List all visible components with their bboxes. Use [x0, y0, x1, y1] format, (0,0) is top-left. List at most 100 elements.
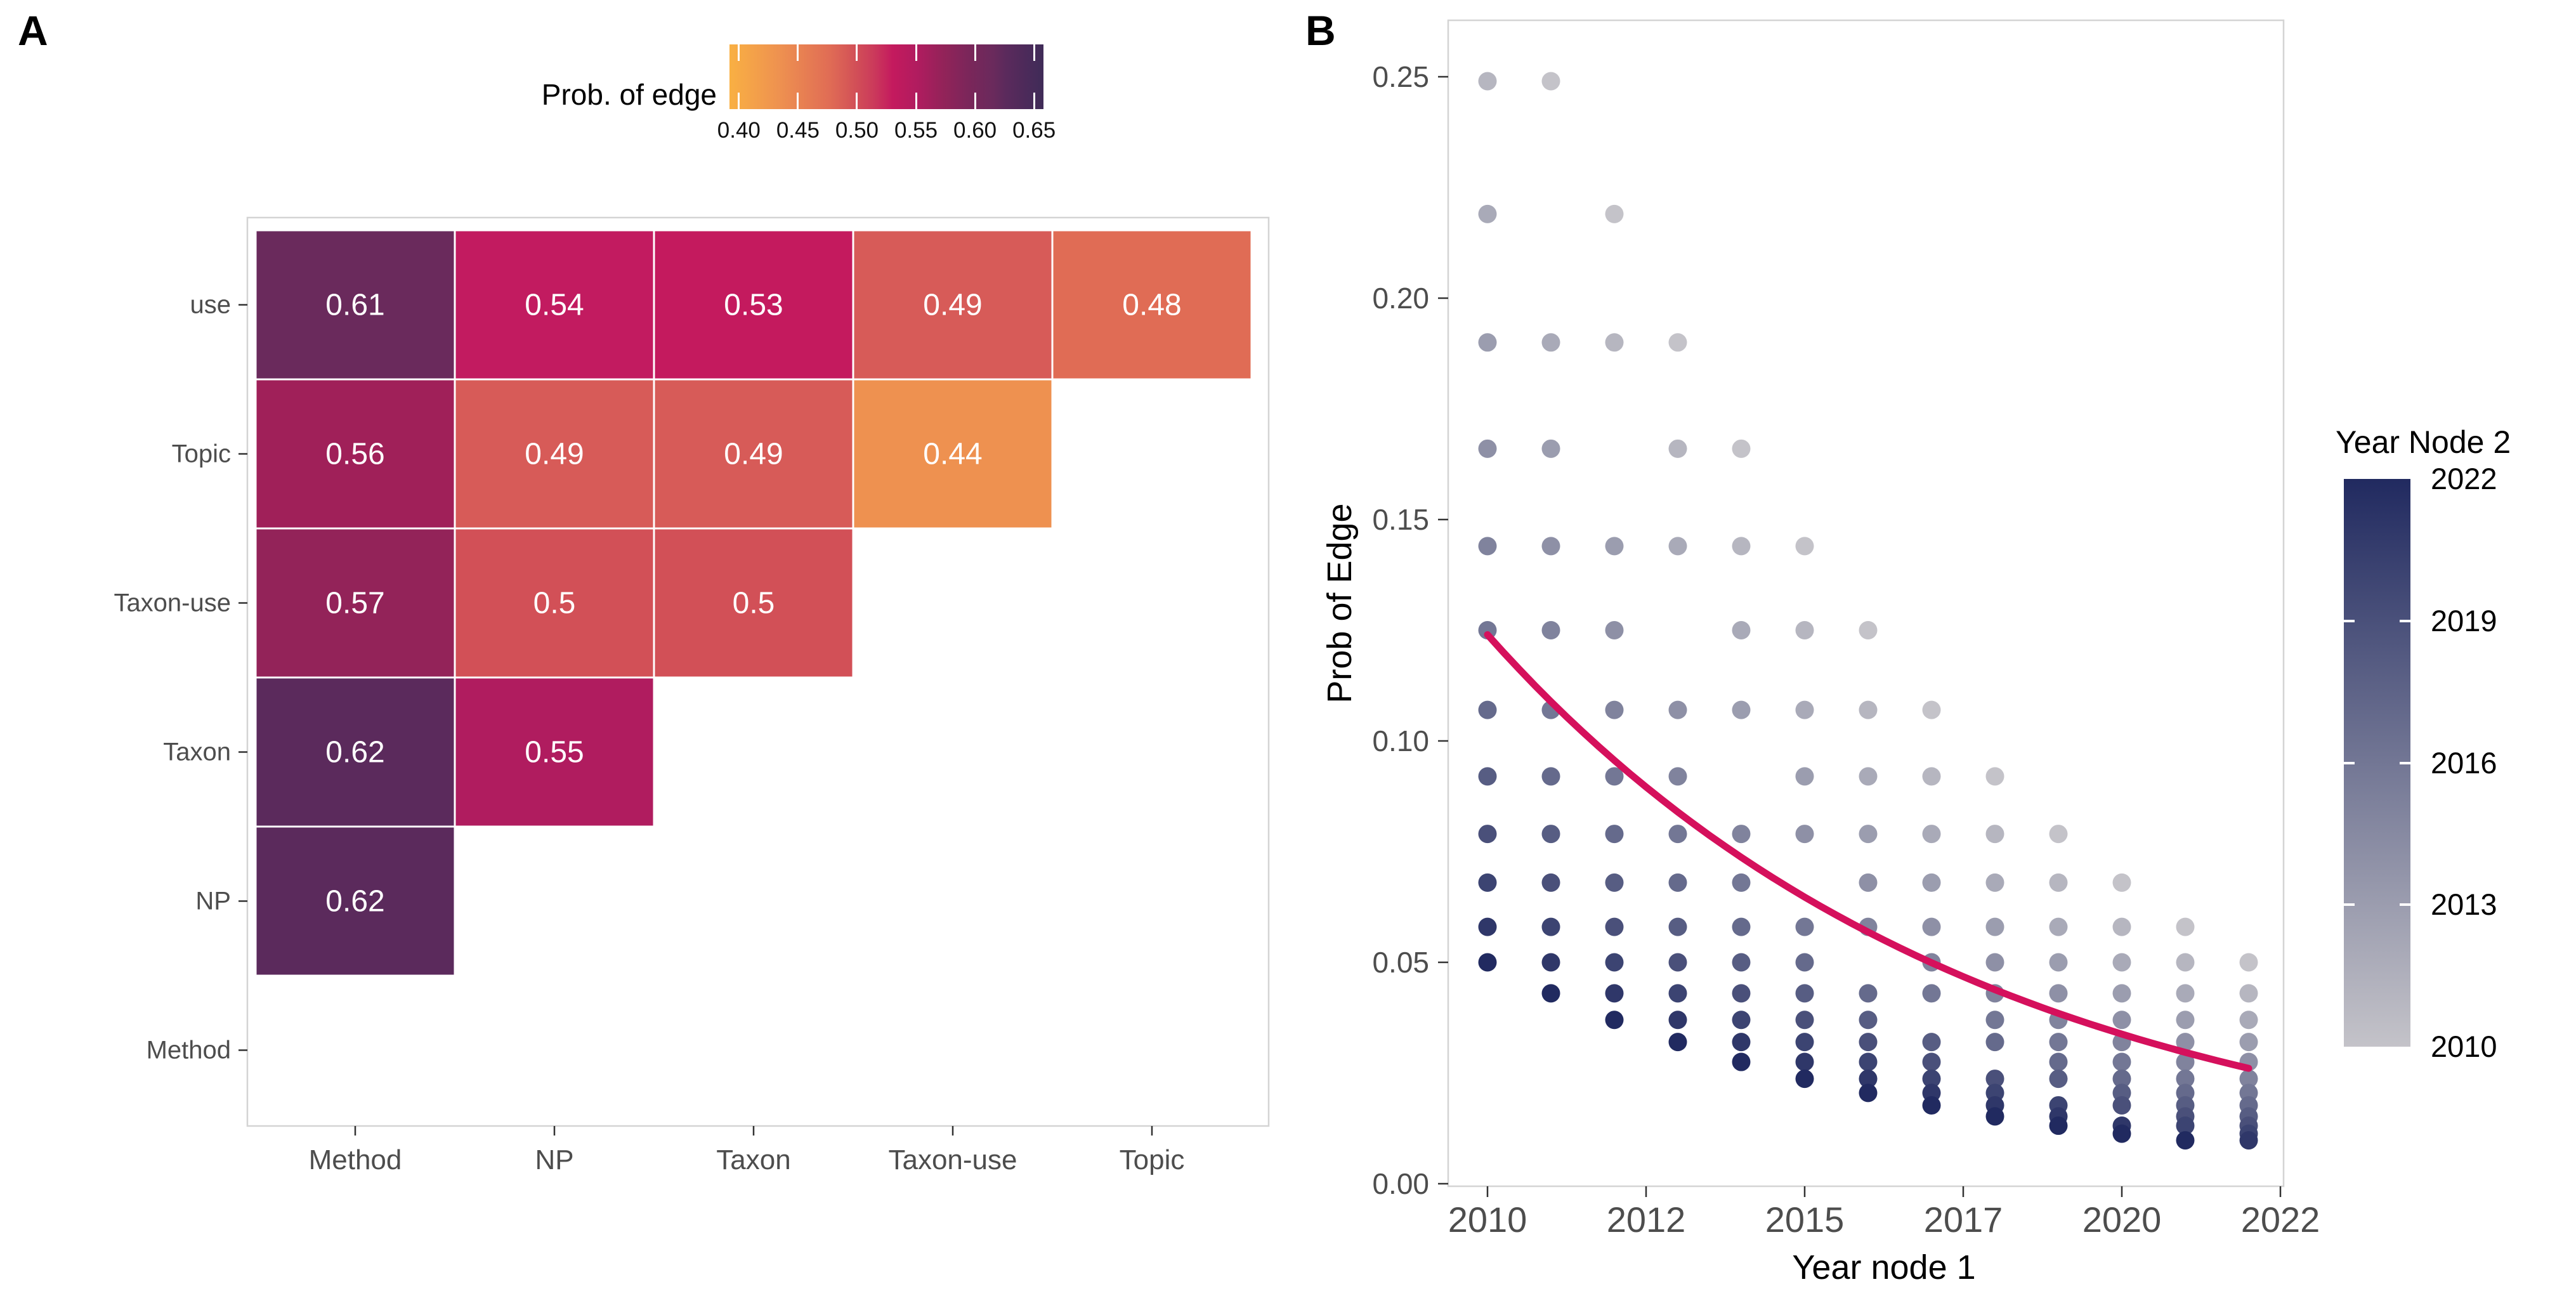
scatter-point — [2176, 1116, 2195, 1136]
scatter-point — [1541, 825, 1560, 844]
scatter-point — [2239, 1070, 2258, 1089]
scatter-point — [1732, 984, 1751, 1003]
heatmap-cell-value: 0.61 — [325, 289, 384, 322]
scatter-point — [2049, 917, 2068, 936]
scatter-y-tick-label: 0.15 — [1372, 503, 1429, 536]
scatter-point — [1795, 1070, 1814, 1089]
scatter-point — [1541, 917, 1560, 936]
scatter-point — [1605, 700, 1624, 719]
scatter-y-tick-label: 0.00 — [1372, 1167, 1429, 1200]
colorbar-tick-mark — [974, 93, 976, 109]
scatter-point — [1985, 953, 2004, 972]
scatter-point — [1605, 825, 1624, 844]
scatter-point — [1732, 439, 1751, 458]
scatter-x-tick-label: 2017 — [1924, 1200, 2003, 1240]
scatter-point — [1478, 953, 1497, 972]
panel-b-letter: B — [1305, 7, 1336, 54]
heatmap-x-tick-label: Taxon — [716, 1144, 790, 1175]
colorbar-tick-label: 0.60 — [953, 118, 997, 143]
scatter-legend-tick-label: 2016 — [2431, 745, 2497, 780]
scatter-point — [1922, 1033, 1941, 1052]
colorbar-tick-label: 0.50 — [835, 118, 879, 143]
heatmap-cell-value: 0.62 — [325, 885, 384, 919]
colorbar-tick-label: 0.55 — [894, 118, 938, 143]
scatter-x-tick-label: 2012 — [1607, 1200, 1686, 1240]
scatter-point — [1859, 1083, 1878, 1103]
panel-a-letter: A — [18, 7, 48, 54]
scatter-x-tick-label: 2015 — [1765, 1200, 1845, 1240]
scatter-point — [1985, 1107, 2004, 1126]
scatter-point — [1922, 917, 1941, 936]
scatter-point — [2112, 917, 2131, 936]
scatter-point — [1478, 917, 1497, 936]
scatter-point — [2049, 1052, 2068, 1071]
heatmap-cell — [254, 825, 456, 977]
scatter-point — [1985, 1033, 2004, 1052]
scatter-y-tick-label: 0.05 — [1372, 946, 1429, 979]
scatter-point — [1859, 621, 1878, 639]
colorbar-tick-mark — [915, 93, 917, 109]
scatter-point — [2112, 1011, 2131, 1030]
scatter-point — [1985, 1011, 2004, 1030]
scatter-legend-tick-label: 2013 — [2431, 887, 2497, 922]
scatter-point — [2049, 873, 2068, 892]
heatmap-x-tick-label: Method — [309, 1144, 402, 1175]
scatter-point — [1541, 767, 1560, 786]
scatter-point — [1922, 873, 1941, 892]
scatter-point — [1478, 700, 1497, 719]
heatmap-panel-border — [246, 216, 1270, 1127]
scatter-point — [1541, 953, 1560, 972]
scatter-point — [1732, 917, 1751, 936]
colorbar-tick-mark — [738, 93, 740, 109]
heatmap-x-tick-label: Taxon-use — [888, 1144, 1017, 1175]
heatmap-cell-value: 0.54 — [525, 289, 584, 322]
heatmap-cell — [254, 378, 456, 530]
colorbar-tick-mark — [974, 44, 976, 61]
scatter-point — [1922, 825, 1941, 844]
scatter-point — [1732, 953, 1751, 972]
scatter-point — [1605, 333, 1624, 352]
scatter-point — [1859, 1070, 1878, 1089]
scatter-point — [2239, 1033, 2258, 1052]
scatter-point — [1605, 953, 1624, 972]
scatter-point — [1668, 1033, 1687, 1052]
scatter-point — [2176, 1033, 2195, 1052]
scatter-point — [1859, 1011, 1878, 1030]
scatter-point — [1668, 537, 1687, 556]
heatmap-y-tick-label: Taxon — [163, 738, 231, 766]
colorbar-tick-mark — [738, 44, 740, 61]
scatter-legend-tick-label: 2010 — [2431, 1030, 2497, 1063]
scatter-point — [2049, 953, 2068, 972]
scatter-point — [2176, 917, 2195, 936]
scatter-point — [1605, 917, 1624, 936]
scatter-point — [1541, 984, 1560, 1003]
scatter-x-tick-label: 2010 — [1448, 1200, 1527, 1240]
heatmap-y-tick-label: use — [190, 291, 232, 319]
scatter-point — [1541, 72, 1560, 91]
scatter-point — [1732, 873, 1751, 892]
scatter-point — [2112, 953, 2131, 972]
scatter-point — [1732, 825, 1751, 844]
scatter-point — [2049, 984, 2068, 1003]
colorbar-tick-label: 0.45 — [776, 118, 820, 143]
heatmap-x-tick-label: Topic — [1120, 1144, 1185, 1175]
scatter-point — [1985, 873, 2004, 892]
scatter-point — [1478, 767, 1497, 786]
scatter-point — [2112, 984, 2131, 1003]
scatter-legend-tick-mark — [2400, 761, 2410, 764]
heatmap-cell-value: 0.48 — [1122, 289, 1181, 322]
heatmap-cell-value: 0.55 — [525, 736, 584, 769]
heatmap-cell — [454, 527, 655, 679]
scatter-point — [1478, 439, 1497, 458]
heatmap-y-tick-label: Taxon-use — [114, 589, 231, 617]
scatter-legend-tick-mark — [2400, 619, 2410, 622]
scatter-point — [1922, 1052, 1941, 1071]
scatter-point — [1795, 700, 1814, 719]
scatter-point — [1541, 537, 1560, 556]
heatmap-cell — [454, 378, 655, 530]
scatter-point — [1668, 1011, 1687, 1030]
heatmap-cell-value: 0.49 — [724, 438, 783, 471]
scatter-legend-tick-mark — [2344, 761, 2355, 764]
scatter-point — [2112, 1124, 2131, 1143]
